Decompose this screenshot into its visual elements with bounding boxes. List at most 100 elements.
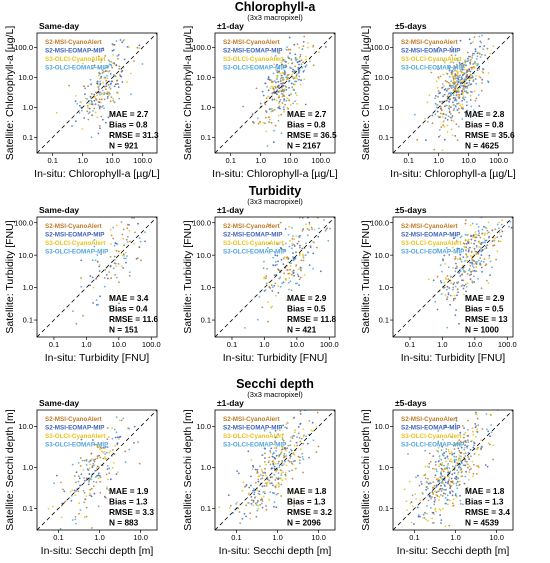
data-point xyxy=(432,511,435,514)
data-point xyxy=(103,447,106,450)
data-point xyxy=(275,57,278,60)
data-point xyxy=(441,495,444,497)
data-point xyxy=(112,237,115,240)
data-point xyxy=(476,55,479,58)
data-point xyxy=(110,234,113,237)
data-point xyxy=(325,46,327,48)
data-point xyxy=(112,449,114,451)
data-point xyxy=(93,107,96,110)
data-point xyxy=(438,457,441,459)
data-point xyxy=(309,246,312,249)
data-point xyxy=(458,76,461,79)
data-point xyxy=(299,246,301,249)
data-point xyxy=(274,429,277,432)
data-point xyxy=(478,246,481,248)
data-point xyxy=(288,112,291,115)
data-point xyxy=(438,488,441,491)
legend-entry: S2-MSI-CyanoAlert xyxy=(45,39,103,46)
data-point xyxy=(450,92,453,94)
data-point xyxy=(87,107,89,109)
data-point xyxy=(448,254,451,256)
data-point xyxy=(263,429,266,432)
data-point xyxy=(466,71,468,73)
data-point xyxy=(100,115,103,118)
data-point xyxy=(284,71,287,74)
data-point xyxy=(126,223,129,226)
data-point xyxy=(267,461,270,464)
data-point xyxy=(461,66,463,68)
data-point xyxy=(114,262,117,265)
data-point xyxy=(418,484,421,487)
data-point xyxy=(265,275,268,277)
data-point xyxy=(488,254,491,257)
data-point xyxy=(106,96,109,98)
data-point xyxy=(97,104,100,107)
data-point xyxy=(92,439,94,441)
x-tick-label: 100.0 xyxy=(142,340,161,349)
data-point xyxy=(92,60,94,63)
data-point xyxy=(264,116,267,119)
data-point xyxy=(261,500,264,502)
data-point xyxy=(420,480,422,483)
data-point xyxy=(287,234,290,236)
y-tick-label: 1.0 xyxy=(379,103,389,112)
data-point xyxy=(486,80,489,82)
data-point xyxy=(266,145,269,148)
data-point xyxy=(282,424,285,427)
data-point xyxy=(432,279,435,282)
data-point xyxy=(453,448,456,450)
data-point xyxy=(280,474,283,476)
data-point xyxy=(434,300,437,303)
data-point xyxy=(464,283,467,286)
data-point xyxy=(295,265,297,268)
y-tick-label: 0.1 xyxy=(201,504,211,513)
data-point xyxy=(411,505,414,508)
data-point xyxy=(464,444,466,446)
legend-entry: S3-OLCI-CyanoAlert xyxy=(401,240,462,247)
data-point xyxy=(288,87,290,89)
data-point xyxy=(459,494,461,497)
data-point xyxy=(277,472,280,474)
data-point xyxy=(293,83,296,86)
data-point xyxy=(469,448,472,451)
data-point xyxy=(289,268,291,271)
data-point xyxy=(268,108,271,111)
y-tick-label: 10.0 xyxy=(374,73,389,82)
data-point xyxy=(423,517,426,519)
data-point xyxy=(290,289,293,292)
stat-line: N = 421 xyxy=(287,325,317,335)
data-point xyxy=(447,92,450,95)
data-point xyxy=(475,97,478,100)
data-point xyxy=(449,303,451,306)
data-point xyxy=(477,230,480,232)
data-point xyxy=(469,264,472,267)
data-point xyxy=(120,70,123,73)
data-point xyxy=(453,452,456,455)
data-point xyxy=(106,486,108,488)
x-axis-label: In-situ: Chlorophyll-a [µg/L] xyxy=(34,168,160,180)
data-point xyxy=(461,68,464,71)
data-point xyxy=(475,425,477,427)
data-point xyxy=(486,229,489,232)
data-point xyxy=(88,494,91,497)
data-point xyxy=(271,290,274,292)
data-point xyxy=(287,444,290,447)
data-point xyxy=(463,482,466,485)
data-point xyxy=(452,104,455,106)
data-point xyxy=(96,260,99,263)
data-point xyxy=(294,100,296,103)
data-point xyxy=(300,269,302,272)
data-point xyxy=(110,82,112,85)
data-point xyxy=(287,55,289,57)
data-point xyxy=(264,82,267,85)
data-point xyxy=(466,447,468,449)
data-point xyxy=(448,484,451,487)
data-point xyxy=(434,508,437,511)
data-point xyxy=(475,465,478,468)
data-point xyxy=(478,75,481,78)
data-point xyxy=(489,435,491,438)
data-point xyxy=(283,256,286,259)
data-point xyxy=(129,72,132,75)
panel-frame xyxy=(214,409,336,531)
